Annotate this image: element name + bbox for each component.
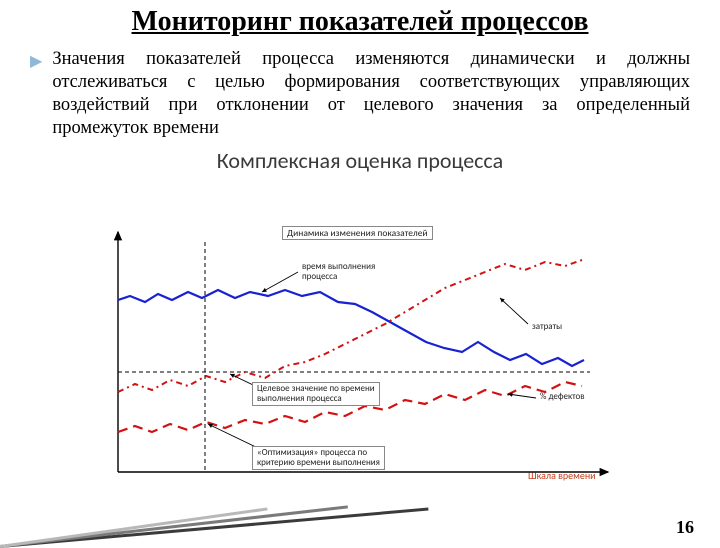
label-defects: % дефектов xyxy=(540,392,585,402)
bullet-icon: ▶ xyxy=(30,51,42,141)
x-axis-label: Шкала времени xyxy=(528,470,596,481)
arrow-to-time-exec xyxy=(262,272,298,292)
process-chart: Динамика изменения показателей время вып… xyxy=(110,224,630,494)
body-text: Значения показателей процесса изменяются… xyxy=(52,48,690,141)
arrow-to-costs xyxy=(500,298,528,324)
label-target: Целевое значение по временивыполнения пр… xyxy=(252,382,380,406)
series-time-exec xyxy=(118,290,584,366)
legend-box: Динамика изменения показателей xyxy=(282,226,433,240)
decoration-line xyxy=(0,508,428,548)
decoration-line xyxy=(0,505,348,548)
label-costs: затраты xyxy=(532,322,562,332)
subtitle: Комплексная оценка процесса xyxy=(0,147,720,174)
page-number: 16 xyxy=(676,517,694,538)
label-time-exec: время выполненияпроцесса xyxy=(302,262,375,282)
label-optimize: «Оптимизация» процесса покритерию времен… xyxy=(252,446,385,470)
page-title: Мониторинг показателей процессов xyxy=(0,6,720,38)
body-paragraph: ▶ Значения показателей процесса изменяют… xyxy=(0,38,720,141)
arrow-to-defects xyxy=(508,394,536,398)
